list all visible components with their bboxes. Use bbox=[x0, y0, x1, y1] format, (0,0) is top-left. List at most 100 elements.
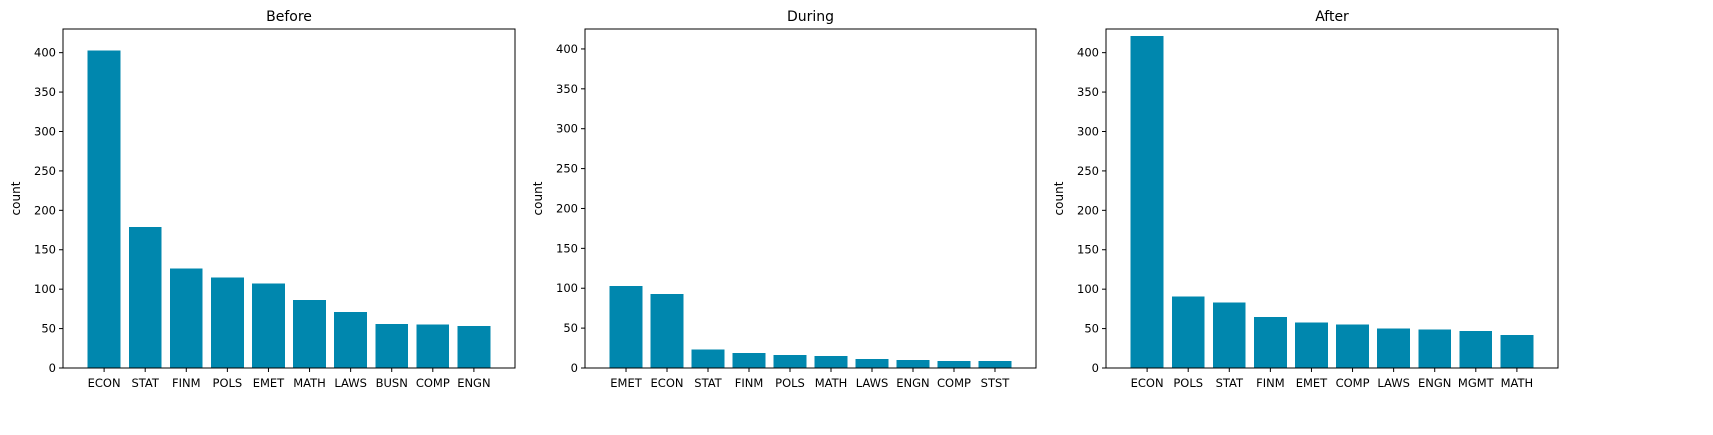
bar-econ bbox=[1130, 36, 1164, 368]
x-tick-label: MATH bbox=[815, 376, 848, 390]
x-tick-label: ENGN bbox=[1418, 376, 1451, 390]
bar-pols bbox=[1171, 296, 1205, 368]
bar-emet bbox=[252, 283, 285, 368]
bar-finm bbox=[169, 268, 203, 368]
axes-frame bbox=[62, 28, 516, 369]
y-tick-label: 50 bbox=[41, 322, 56, 336]
x-tick-label: MGMT bbox=[1458, 376, 1495, 390]
y-tick-label: 300 bbox=[556, 122, 578, 136]
bar-math bbox=[814, 356, 848, 368]
chart-title: During bbox=[787, 9, 834, 25]
x-tick-label: MATH bbox=[293, 376, 326, 390]
bar-pols bbox=[210, 277, 244, 368]
y-tick-label: 400 bbox=[34, 46, 56, 60]
axes-frame bbox=[584, 28, 1037, 369]
y-tick-label: 250 bbox=[1077, 164, 1099, 178]
x-tick-label: EMET bbox=[610, 376, 642, 390]
bar-econ bbox=[87, 50, 121, 368]
bar-comp bbox=[1336, 324, 1369, 368]
bar-stat bbox=[128, 226, 162, 368]
x-tick-label: FINM bbox=[1256, 376, 1285, 390]
y-tick-label: 200 bbox=[556, 201, 578, 215]
x-tick-label: STAT bbox=[1216, 376, 1244, 390]
x-tick-label: MATH bbox=[1501, 376, 1534, 390]
x-tick-label: EMET bbox=[1296, 376, 1328, 390]
y-tick-label: 250 bbox=[34, 164, 56, 178]
bar-emet bbox=[609, 285, 643, 368]
bar-stst bbox=[978, 360, 1012, 368]
bar-engn bbox=[1418, 329, 1452, 368]
bar-laws bbox=[855, 359, 889, 368]
x-tick-label: COMP bbox=[1336, 376, 1370, 390]
y-axis-label: count bbox=[1052, 181, 1066, 215]
y-tick-label: 0 bbox=[49, 361, 56, 375]
chart-title: After bbox=[1315, 9, 1349, 25]
y-tick-label: 350 bbox=[34, 85, 56, 99]
bar-pols bbox=[773, 355, 807, 368]
bar-engn bbox=[896, 360, 930, 368]
y-tick-label: 350 bbox=[1077, 85, 1099, 99]
y-tick-label: 100 bbox=[34, 282, 56, 296]
y-tick-label: 100 bbox=[1077, 282, 1099, 296]
y-tick-label: 300 bbox=[1077, 124, 1099, 138]
x-tick-label: BUSN bbox=[376, 376, 408, 390]
x-tick-label: STAT bbox=[694, 376, 722, 390]
x-tick-label: ECON bbox=[1131, 376, 1164, 390]
x-tick-label: POLS bbox=[213, 376, 243, 390]
chart-before: Before count ECON STAT FINM POLS EMET MATH LAW… bbox=[9, 9, 516, 390]
bar-busn bbox=[375, 323, 409, 368]
y-tick-label: 250 bbox=[556, 162, 578, 176]
y-tick-label: 300 bbox=[34, 124, 56, 138]
x-tick-label: STST bbox=[981, 376, 1011, 390]
y-tick-label: 150 bbox=[556, 241, 578, 255]
bar-emet bbox=[1295, 322, 1328, 368]
x-tick-label: STAT bbox=[131, 376, 159, 390]
bar-comp bbox=[937, 360, 971, 368]
y-tick-label: 150 bbox=[34, 243, 56, 257]
y-tick-label: 400 bbox=[1077, 46, 1099, 60]
x-tick-label: EMET bbox=[253, 376, 285, 390]
y-axis-label: count bbox=[9, 181, 23, 215]
x-tick-label: POLS bbox=[775, 376, 805, 390]
bar-math bbox=[1500, 334, 1534, 368]
bar-comp bbox=[416, 324, 450, 368]
y-tick-label: 100 bbox=[556, 281, 578, 295]
bar-math bbox=[293, 300, 326, 368]
y-tick-label: 400 bbox=[556, 42, 578, 56]
bar-mgmt bbox=[1459, 330, 1493, 368]
x-tick-label: ENGN bbox=[457, 376, 490, 390]
bar-finm bbox=[1253, 316, 1287, 368]
x-tick-label: POLS bbox=[1173, 376, 1203, 390]
y-tick-label: 200 bbox=[34, 203, 56, 217]
chart-title: Before bbox=[266, 9, 312, 25]
x-tick-label: COMP bbox=[937, 376, 971, 390]
y-tick-label: 200 bbox=[1077, 203, 1099, 217]
bar-stat bbox=[691, 349, 725, 368]
y-tick-label: 0 bbox=[571, 361, 578, 375]
y-tick-label: 150 bbox=[1077, 243, 1099, 257]
x-tick-label: COMP bbox=[416, 376, 450, 390]
chart-during: During count EMET ECON STAT FINM POLS MATH LAW… bbox=[531, 9, 1037, 390]
x-tick-label: LAWS bbox=[1377, 376, 1410, 390]
y-axis-label: count bbox=[531, 181, 545, 215]
chart-after: After count ECON POLS STAT FINM EMET COMP LAWS… bbox=[1052, 9, 1559, 390]
x-tick-label: ECON bbox=[651, 376, 684, 390]
y-tick-label: 50 bbox=[1084, 322, 1099, 336]
bar-laws bbox=[1377, 328, 1411, 368]
bar-finm bbox=[732, 352, 766, 368]
bar-laws bbox=[334, 312, 368, 368]
y-tick-label: 0 bbox=[1092, 361, 1099, 375]
x-tick-label: FINM bbox=[735, 376, 764, 390]
bar-stat bbox=[1212, 302, 1246, 368]
bar-econ bbox=[650, 293, 684, 368]
x-tick-label: FINM bbox=[172, 376, 201, 390]
bar-engn bbox=[457, 326, 491, 368]
x-tick-label: LAWS bbox=[334, 376, 367, 390]
y-tick-label: 350 bbox=[556, 82, 578, 96]
y-tick-label: 50 bbox=[563, 321, 578, 335]
x-tick-label: ENGN bbox=[896, 376, 929, 390]
x-tick-label: ECON bbox=[88, 376, 121, 390]
x-tick-label: LAWS bbox=[856, 376, 889, 390]
axes-frame bbox=[1105, 28, 1559, 369]
